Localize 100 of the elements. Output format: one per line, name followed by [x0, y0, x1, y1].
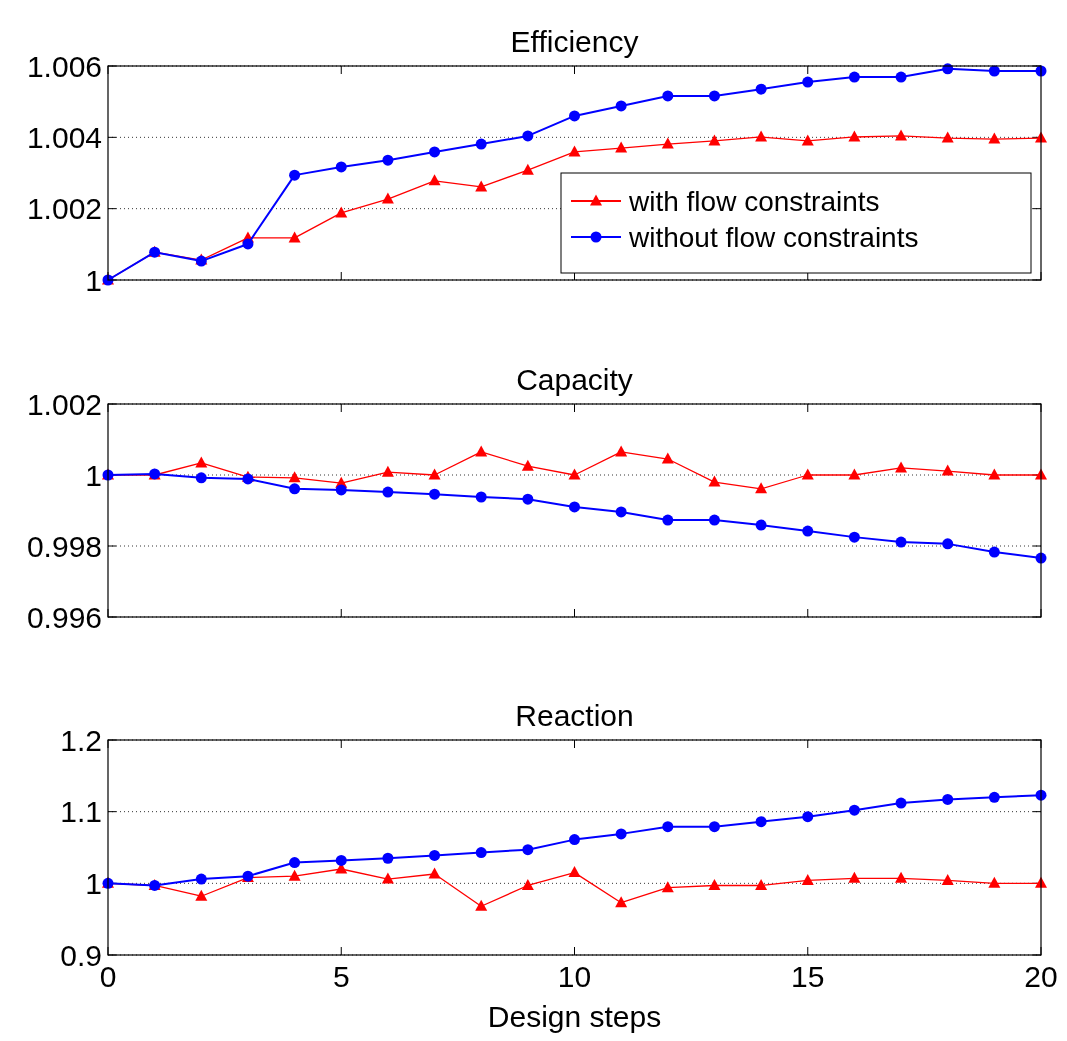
point — [802, 811, 814, 823]
point — [429, 488, 441, 500]
y-tick-label: 1.004 — [26, 120, 102, 154]
point — [988, 132, 1001, 144]
point — [802, 76, 814, 88]
point — [942, 793, 954, 805]
point — [615, 828, 627, 840]
point — [802, 525, 814, 537]
point — [475, 445, 488, 457]
legend-label: without flow constraints — [628, 221, 919, 253]
point — [382, 852, 394, 864]
point — [895, 871, 908, 883]
point — [288, 869, 301, 881]
point — [429, 146, 441, 158]
point — [569, 110, 580, 122]
point — [941, 873, 954, 885]
y-tick-label: 1.002 — [26, 387, 102, 421]
x-tick-label: 0 — [99, 960, 117, 993]
point — [708, 878, 721, 890]
point — [895, 461, 908, 473]
point — [662, 514, 674, 526]
point — [428, 867, 441, 879]
point — [988, 546, 1000, 558]
point — [381, 465, 394, 477]
point — [381, 192, 394, 204]
point — [568, 866, 581, 878]
point — [475, 180, 488, 192]
x-axis-title: Design steps — [487, 1000, 662, 1033]
chart-title: Efficiency — [510, 25, 639, 58]
point — [848, 71, 860, 83]
point — [429, 849, 441, 861]
x-tick-label: 10 — [557, 960, 592, 993]
point — [475, 138, 487, 150]
point — [708, 475, 721, 487]
x-tick-label: 15 — [791, 960, 825, 993]
point — [895, 536, 907, 548]
point — [941, 131, 954, 143]
point — [615, 445, 628, 457]
y-tick-label: 1 — [85, 263, 102, 297]
point — [335, 206, 348, 218]
y-tick-label: 1 — [85, 458, 102, 492]
y-tick-label: 1.2 — [60, 723, 102, 757]
point — [522, 130, 534, 142]
point — [428, 174, 441, 186]
point — [521, 163, 534, 175]
point — [288, 471, 301, 483]
point — [848, 130, 861, 142]
point — [895, 797, 907, 809]
point — [615, 506, 627, 518]
point — [335, 484, 347, 496]
point — [708, 514, 720, 526]
chart-title: Reaction — [515, 699, 634, 732]
point — [708, 821, 720, 833]
point — [289, 857, 301, 869]
point — [382, 486, 394, 498]
y-tick-label: 1.006 — [26, 49, 102, 83]
point — [755, 482, 768, 494]
point — [988, 65, 1000, 77]
point — [568, 468, 581, 480]
chart-title: Capacity — [516, 363, 633, 396]
point — [755, 816, 767, 828]
point — [521, 459, 534, 471]
point — [615, 141, 628, 153]
point — [755, 519, 767, 531]
legend-label: with flow constraints — [628, 185, 880, 217]
point — [662, 821, 674, 833]
x-tick-label: 5 — [332, 960, 350, 993]
point — [242, 238, 254, 250]
point — [195, 889, 208, 901]
point — [568, 145, 581, 157]
point — [942, 538, 954, 550]
point — [848, 871, 861, 883]
point — [428, 468, 441, 480]
point — [289, 483, 301, 495]
point — [801, 134, 814, 146]
point — [569, 501, 580, 513]
point — [475, 899, 488, 911]
point — [288, 231, 301, 243]
point — [195, 456, 208, 468]
point — [382, 154, 394, 166]
point — [381, 872, 394, 884]
y-tick-label: 0.996 — [26, 600, 102, 634]
y-tick-label: 0.9 — [60, 938, 102, 972]
point — [941, 464, 954, 476]
point — [195, 873, 207, 885]
point — [755, 83, 767, 95]
point — [895, 129, 908, 141]
point — [755, 878, 768, 890]
point — [661, 137, 674, 149]
point — [661, 881, 674, 893]
point — [662, 90, 674, 102]
point — [755, 130, 768, 142]
point — [801, 468, 814, 480]
point — [895, 71, 907, 83]
point — [335, 161, 347, 173]
y-tick-label: 1 — [85, 866, 102, 900]
point — [988, 791, 1000, 803]
x-tick-label: 20 — [1024, 960, 1058, 993]
point — [522, 493, 534, 505]
point — [801, 873, 814, 885]
